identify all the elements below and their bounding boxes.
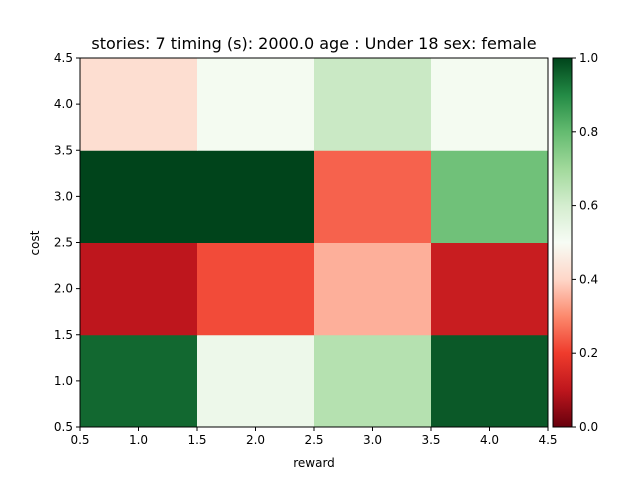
colorbar-tick-label: 0.0 [579,420,598,434]
chart-title: stories: 7 timing (s): 2000.0 age : Unde… [91,34,536,53]
x-tick-label: 4.0 [480,433,499,447]
x-tick-label: 2.0 [246,433,265,447]
colorbar-gradient [552,57,573,428]
y-tick-label: 0.5 [54,420,73,434]
colorbar-tick-label: 0.2 [579,346,598,360]
heatmap-cell [314,150,432,243]
heatmap-cell [431,242,549,336]
y-tick-label: 1.0 [54,374,73,388]
heatmap-cell [197,150,315,243]
heatmap-cell [431,150,549,243]
heatmap-cell [197,334,315,428]
x-tick-label: 0.5 [70,433,89,447]
colorbar-tick-label: 0.8 [579,125,598,139]
x-tick-label: 1.5 [187,433,206,447]
heatmap-cell [314,58,432,151]
y-tick-label: 3.5 [54,143,73,157]
plot-axes: 0.5 1.0 1.5 2.0 2.5 3.0 3.5 4.0 4.5 0.5 1.0 1.5 2.0 2… [54,51,558,447]
heatmap-cell [80,58,198,151]
heatmap-cell [197,58,315,151]
heatmap-cell [314,334,432,428]
x-tick-label: 4.5 [538,433,557,447]
x-tick-label: 3.0 [363,433,382,447]
y-tick-label: 1.5 [54,328,73,342]
heatmap-cell [80,334,198,428]
heatmap-cells [80,58,549,428]
y-tick-label: 4.5 [54,51,73,65]
heatmap-cell [314,242,432,336]
x-tick-label: 3.5 [421,433,440,447]
y-axis-label: cost [28,230,42,255]
colorbar-tick-label: 0.6 [579,199,598,213]
y-tick-label: 2.5 [54,236,73,250]
heatmap-cell [80,242,198,336]
colorbar-tick-label: 0.4 [579,272,598,286]
x-tick-label: 2.5 [304,433,323,447]
x-tick-label: 1.0 [129,433,148,447]
colorbar-tick-label: 1.0 [579,51,598,65]
y-tick-label: 3.0 [54,189,73,203]
heatmap-cell [80,150,198,243]
y-tick-label: 4.0 [54,97,73,111]
colorbar: 0.0 0.2 0.4 0.6 0.8 1.0 [552,51,598,434]
x-axis-label: reward [293,456,335,470]
heatmap-cell [431,334,549,428]
y-tick-label: 2.0 [54,282,73,296]
heatmap-cell [431,58,549,151]
heatmap-cell [197,242,315,336]
